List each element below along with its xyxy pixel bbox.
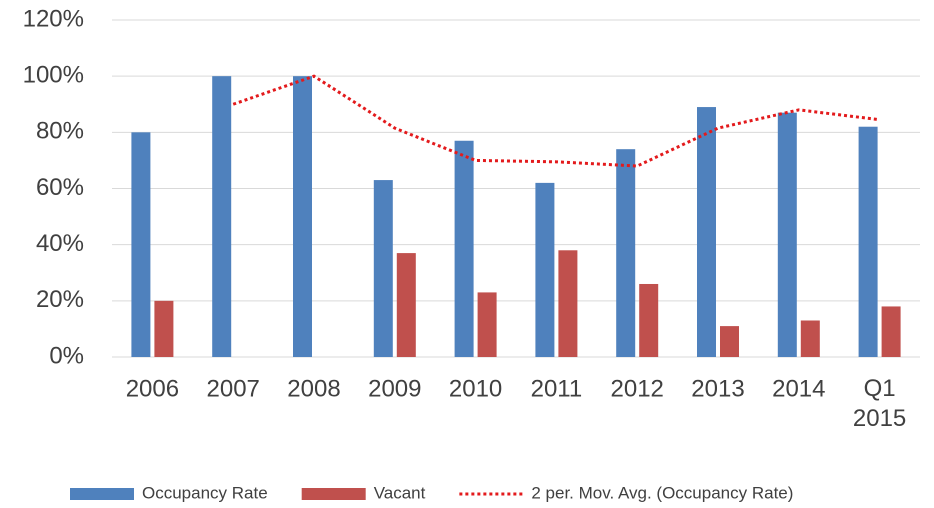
bar xyxy=(616,149,636,357)
y-tick-label: 0% xyxy=(49,342,84,369)
bar xyxy=(777,112,797,357)
x-tick-label: 2011 xyxy=(531,375,583,402)
bar xyxy=(881,306,901,357)
bar xyxy=(720,326,739,357)
y-tick-label: 40% xyxy=(36,230,84,257)
y-tick-label: 80% xyxy=(36,118,84,145)
x-tick-label: 2013 xyxy=(691,375,744,402)
x-tick-label: 2014 xyxy=(772,375,825,402)
bar xyxy=(639,283,659,357)
bar xyxy=(477,292,497,357)
legend-label: Occupancy Rate xyxy=(142,483,268,502)
x-tick-label: 2009 xyxy=(368,375,421,402)
legend-swatch xyxy=(70,488,134,500)
bar xyxy=(558,250,578,357)
bar xyxy=(858,126,878,357)
bar xyxy=(800,320,820,357)
x-tick-label: Q1 2015 xyxy=(853,375,906,432)
bar xyxy=(131,132,151,357)
y-tick-label: 20% xyxy=(36,286,84,313)
x-tick-label: 2008 xyxy=(287,375,340,402)
y-tick-label: 60% xyxy=(36,174,84,201)
bar xyxy=(373,180,393,357)
bar xyxy=(535,182,555,357)
legend-label: Vacant xyxy=(374,483,426,502)
x-tick-label: 2006 xyxy=(126,375,179,402)
bar xyxy=(396,253,416,357)
legend-swatch xyxy=(301,488,366,500)
moving-average-line xyxy=(232,74,880,168)
bar xyxy=(454,140,474,357)
x-tick-label: 2007 xyxy=(207,375,260,402)
bar xyxy=(154,300,174,357)
legend-label: 2 per. Mov. Avg. (Occupancy Rate) xyxy=(531,483,793,502)
x-tick-label: 2010 xyxy=(449,375,502,402)
y-tick-label: 100% xyxy=(23,62,84,89)
bar xyxy=(212,76,232,358)
bar xyxy=(697,107,716,357)
y-tick-label: 120% xyxy=(23,5,84,32)
x-tick-label: 2012 xyxy=(611,375,664,402)
bar xyxy=(293,76,312,358)
